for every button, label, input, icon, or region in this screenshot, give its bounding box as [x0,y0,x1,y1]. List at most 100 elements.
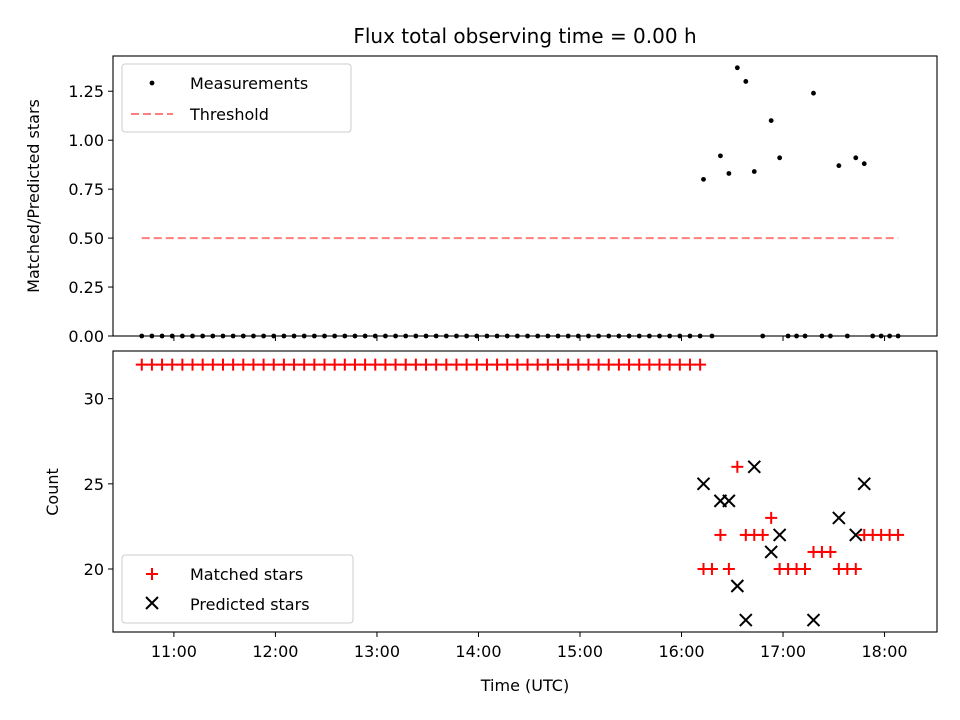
matched-star-point [653,358,666,371]
measurement-point [811,90,816,96]
matched-star-point [308,358,321,371]
xtick-label: 11:00 [151,642,197,661]
matched-star-point [166,358,179,371]
bottom-panel-ylabel: Count [43,468,62,516]
matched-star-point [318,358,331,371]
top-panel-ticks: 0.00 0.25 0.50 0.75 1.00 1.25 [68,82,886,346]
xtick-label: 13:00 [354,642,400,661]
matched-star-point [531,358,544,371]
ytick-label: 0.50 [68,229,104,248]
matched-star-point [582,358,595,371]
bottom-panel-ticks: 11:00 12:00 13:00 14:00 15:00 16:00 17:00 18:00… [84,390,908,661]
matched-star-point [450,358,463,371]
matched-star-point [267,358,280,371]
matched-star-point [247,358,260,371]
matched-star-point [298,358,311,371]
predicted-star-point [739,613,753,627]
bottom-panel-marks [135,358,905,627]
matched-star-point [541,358,554,371]
top-panel-frame [112,55,938,337]
measurement-point [777,155,783,161]
matched-star-point [389,358,402,371]
measurement-point [836,163,842,169]
matched-star-point [572,358,585,371]
measurement-point [751,169,757,174]
predicted-star-point [772,528,787,542]
legend-predicted-label: Predicted stars [190,595,310,614]
matched-star-point [409,358,422,371]
matched-star-point [501,358,514,371]
matched-star-point [227,358,240,371]
matched-star-point [480,358,493,371]
matched-star-point [186,358,199,371]
top-panel-legend: Measurements Threshold [121,63,352,133]
ytick-label: 1.00 [68,131,104,150]
matched-star-point [338,358,351,371]
matched-star-point [694,358,707,371]
ytick-label: 1.25 [68,82,104,101]
legend-matched-marker [146,568,158,580]
predicted-star-point [730,579,745,593]
matched-star-point [562,358,575,371]
matched-star-point [612,358,625,371]
matched-star-point [257,358,270,371]
matched-star-point [470,358,483,371]
matched-star-point [551,358,564,371]
matched-star-point [176,358,189,371]
legend-threshold-label: Threshold [189,105,269,124]
xtick-label: 12:00 [252,642,298,661]
matched-star-point [328,358,341,371]
matched-star-point [156,358,169,371]
legend-measurements-label: Measurements [190,74,308,93]
matched-star-point [592,358,605,371]
top-panel-marks [139,65,901,339]
matched-star-point [430,358,443,371]
matched-star-point [765,511,778,524]
matched-star-point [849,562,862,575]
matched-star-point [277,358,290,371]
predicted-star-point [764,545,778,559]
predicted-star-point [849,528,863,542]
matched-star-point [731,460,744,473]
measurement-point [718,153,723,159]
predicted-star-point [747,460,761,474]
xtick-label: 16:00 [658,642,704,661]
predicted-star-point [722,494,736,508]
top-legend-box [121,63,352,133]
matched-star-point [602,358,615,371]
matched-star-point [756,528,769,541]
bottom-legend-box [121,554,354,624]
measurement-point [734,65,740,71]
measurement-point [768,118,774,124]
matched-star-point [288,358,301,371]
matched-star-point [799,562,812,575]
top-panel-ylabel: Matched/Predicted stars [24,99,43,293]
matched-star-point [216,358,229,371]
matched-star-point [440,358,453,371]
matched-star-point [237,358,250,371]
predicted-star-point [857,477,871,491]
matched-star-point [420,358,433,371]
measurement-point [701,176,706,182]
xtick-label: 14:00 [455,642,501,661]
chart-title: Flux total observing time = 0.00 h [353,24,696,48]
predicted-star-point [696,477,711,491]
matched-star-point [196,358,209,371]
bottom-panel-frame [112,350,938,633]
matched-star-point [206,358,219,371]
matched-star-point [722,562,735,575]
predicted-star-point [806,613,821,627]
ytick-label: 0.00 [68,327,104,346]
ytick-label: 0.25 [68,278,104,297]
matched-star-point [491,358,504,371]
matched-star-point [633,358,646,371]
matched-star-point [399,358,412,371]
matched-star-point [705,562,718,575]
measurement-point [853,155,859,161]
matched-star-point [714,528,727,541]
matched-star-point [379,358,392,371]
legend-matched-label: Matched stars [190,565,303,584]
matched-star-point [369,358,382,371]
measurement-point [743,79,749,84]
